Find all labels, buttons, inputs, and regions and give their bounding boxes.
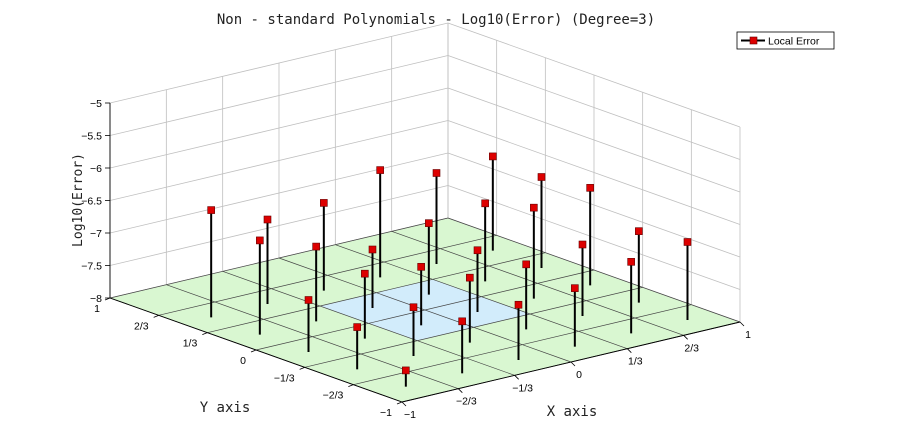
grid-line-back-horizontal — [109, 120, 449, 201]
y-tick-label: −1/3 — [274, 372, 295, 384]
grid-line-back-horizontal — [109, 22, 449, 104]
data-point-marker — [627, 258, 635, 266]
grid-line-side-horizontal — [447, 120, 741, 225]
tick-labels: −1−2/3−1/301/32/31−1−2/3−1/301/32/31−8−7… — [81, 98, 751, 421]
data-point-marker — [312, 242, 320, 251]
data-point-marker — [417, 263, 425, 271]
y-tick-mark — [250, 349, 257, 353]
grid-line-side-horizontal — [447, 152, 741, 258]
x-tick-mark — [683, 335, 688, 340]
data-point-marker — [409, 303, 418, 312]
data-point-marker — [466, 273, 474, 282]
data-point-marker — [481, 199, 489, 208]
y-tick-label: 1/3 — [183, 338, 198, 350]
data-point-marker — [458, 317, 466, 326]
data-point-marker — [361, 269, 369, 278]
x-tick-mark — [514, 375, 519, 380]
data-stems — [207, 152, 692, 387]
x-tick-label: −1 — [404, 409, 416, 421]
y-tick-label: 2/3 — [134, 320, 149, 332]
z-tick-label: −7.5 — [81, 261, 102, 273]
z-tick-label: −6 — [90, 163, 102, 175]
y-tick-label: −1 — [380, 407, 392, 419]
x-tick-label: 1/3 — [628, 356, 643, 368]
chart-title: Non - standard Polynomials - Log10(Error… — [217, 12, 655, 28]
data-point-marker — [376, 166, 384, 174]
data-point-marker — [635, 227, 643, 235]
y-tick-label: 1 — [94, 303, 100, 315]
x-tick-mark — [570, 361, 576, 367]
grid-line-side-horizontal — [447, 185, 741, 290]
grid-line-floor-y — [158, 234, 497, 316]
data-point-marker — [368, 245, 377, 254]
z-axis-label: Log10(Error) — [71, 153, 86, 247]
grid-line-floor-y — [353, 304, 692, 386]
y-tick-label: 0 — [240, 355, 246, 367]
data-point-marker — [489, 152, 497, 161]
z-tick-label: −5.5 — [81, 131, 102, 143]
y-axis-label: Y axis — [200, 400, 251, 416]
legend-entry: Local Error — [768, 36, 820, 48]
data-point-marker — [402, 366, 410, 375]
grid-lines — [109, 22, 741, 403]
x-tick-mark — [739, 321, 745, 327]
data-point-marker — [586, 184, 594, 192]
grid-line-floor-y — [109, 217, 449, 299]
z-tick-label: −7 — [90, 228, 102, 240]
grid-line-side-horizontal — [447, 22, 741, 128]
y-tick-mark — [348, 384, 354, 388]
legend-marker-icon — [749, 36, 758, 45]
x-tick-mark — [401, 401, 407, 407]
y-tick-mark — [153, 314, 159, 318]
data-point-marker — [514, 300, 523, 309]
data-point-marker — [263, 215, 272, 224]
x-tick-label: −1/3 — [512, 382, 533, 394]
x-tick-label: 1 — [745, 329, 751, 341]
data-point-marker — [473, 246, 482, 255]
x-tick-label: −2/3 — [456, 396, 477, 408]
data-point-marker — [432, 169, 441, 177]
data-point-marker — [353, 323, 361, 331]
x-axis-label: X axis — [547, 404, 598, 420]
grid-line-back-horizontal — [109, 87, 449, 169]
grid-line-floor-y — [207, 252, 546, 334]
data-point-marker — [530, 203, 538, 212]
data-point-marker — [304, 296, 313, 304]
z-tick-label: −5 — [90, 98, 102, 110]
x-tick-mark — [458, 388, 463, 393]
data-point-marker — [522, 260, 530, 269]
y-tick-label: −2/3 — [323, 390, 344, 402]
grid-line-back-horizontal — [109, 152, 449, 234]
grid-line-floor-y — [255, 269, 595, 351]
data-point-marker — [578, 240, 587, 249]
x-tick-label: 0 — [576, 369, 582, 381]
x-tick-label: 2/3 — [684, 342, 699, 354]
data-point-marker — [571, 284, 579, 292]
data-point-marker — [256, 236, 264, 245]
grid-line-side-horizontal — [447, 55, 741, 160]
data-point-marker — [320, 199, 328, 207]
grid-line-back-horizontal — [109, 55, 449, 136]
data-point-marker — [207, 206, 215, 214]
legend: Local Error — [736, 31, 835, 50]
grid-line-floor-y — [304, 286, 643, 368]
x-tick-mark — [627, 348, 632, 353]
legend-box — [736, 31, 835, 50]
y-tick-mark — [299, 366, 305, 370]
z-tick-label: −8 — [90, 293, 102, 305]
data-point-marker — [537, 173, 546, 181]
data-point-marker — [683, 238, 692, 246]
data-point-marker — [425, 219, 433, 227]
z-tick-label: −6.5 — [81, 196, 102, 208]
grid-line-back-horizontal — [109, 185, 449, 266]
y-tick-mark — [396, 401, 403, 405]
y-tick-mark — [202, 332, 208, 336]
grid-line-side-horizontal — [447, 87, 741, 193]
